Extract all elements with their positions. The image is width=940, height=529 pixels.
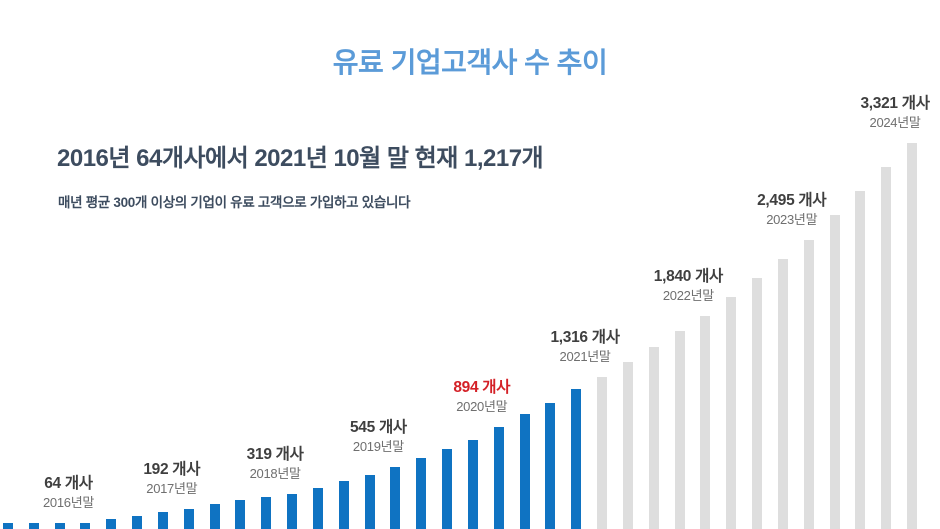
annotation-2018년말: 319 개사 2018년말: [190, 445, 360, 483]
annotation-2023년말: 2,495 개사 2023년말: [707, 191, 877, 229]
bar-2023-q1: [726, 296, 737, 529]
bar-2017-q1: [106, 519, 117, 529]
bar-2018-q2: [235, 500, 246, 529]
bar-2017-q4: [183, 508, 194, 529]
annotation-2020년말: 894 개사 2020년말: [397, 378, 567, 416]
bar-2020-q2: [442, 449, 453, 529]
bar-2024-q2: [855, 191, 866, 529]
bar-2019-q1: [312, 487, 323, 529]
bar-2017-q2: [132, 515, 143, 529]
bar-2016-q2: [28, 523, 39, 529]
bar-2024-q3: [881, 167, 892, 529]
annotation-value-label: 64 개사: [44, 475, 93, 492]
bar-2022-q1: [622, 361, 633, 529]
bar-2016-q3: [54, 523, 65, 529]
bar-2021-q1: [519, 414, 530, 529]
subheadline: 매년 평균 300개 이상의 기업이 유료 고객으로 가입하고 있습니다: [58, 195, 411, 210]
annotation-year-label: 2023년말: [766, 211, 818, 227]
annotation-year-label: 2024년말: [869, 115, 921, 131]
headline: 2016년 64개사에서 2021년 10월 말 현재 1,217개: [57, 145, 544, 172]
annotation-year-label: 2016년말: [42, 495, 95, 510]
annotation-value-label: 192 개사: [143, 460, 201, 478]
bar-2022-q3: [674, 331, 685, 529]
annotation-2022년말: 1,840 개사 2022년말: [603, 267, 773, 305]
bar-2019-q4: [390, 467, 401, 529]
bar-2020-q1: [416, 458, 427, 529]
bar-2024-q1: [829, 215, 840, 529]
bar-2022-q2: [648, 346, 659, 529]
annotation-value-label: 1,316 개사: [550, 329, 620, 347]
bar-2023-q3: [777, 258, 788, 529]
bar-2022-q4: [700, 316, 711, 529]
bar-2023-q2: [752, 277, 763, 529]
bar-2018-q3: [261, 497, 272, 529]
bar-2021-q3: [571, 388, 582, 529]
annotation-2017년말: 192 개사 2017년말: [87, 460, 257, 498]
annotation-2024년말: 3,321 개사 2024년말: [810, 94, 940, 132]
bar-2020-q3: [467, 439, 478, 529]
annotation-2016년말: 64 개사 2016년말: [0, 474, 154, 512]
bar-2016-q4: [80, 523, 91, 529]
annotation-year-label: 2020년말: [456, 398, 508, 414]
bar-2016-q1: [3, 523, 13, 529]
annotation-year-label: 2021년말: [559, 349, 611, 365]
annotation-value-label: 894 개사: [453, 378, 511, 396]
annotation-year-label: 2019년말: [352, 439, 404, 455]
page-title: 유료 기업고객사 수 추이: [332, 47, 608, 78]
bar-2018-q1: [209, 503, 220, 529]
bar-2017-q3: [157, 512, 168, 529]
annotation-value-label: 545 개사: [349, 419, 407, 437]
annotation-2019년말: 545 개사 2019년말: [293, 418, 463, 456]
bar-2018-q4: [287, 493, 298, 529]
annotation-year-label: 2017년말: [146, 480, 198, 496]
bar-2021-q4: [597, 377, 608, 529]
annotation-year-label: 2018년말: [249, 465, 301, 481]
bar-2020-q4: [493, 426, 504, 529]
annotation-2021년말: 1,316 개사 2021년말: [500, 328, 670, 366]
bar-2019-q2: [338, 481, 349, 529]
bar-2024-q4: [907, 143, 918, 529]
annotation-value-label: 3,321 개사: [860, 95, 930, 113]
annotation-value-label: 319 개사: [246, 445, 304, 463]
bar-2023-q4: [803, 239, 814, 529]
annotation-year-label: 2022년말: [662, 288, 714, 304]
bar-2021-q2: [545, 402, 556, 529]
annotation-value-label: 2,495 개사: [757, 191, 827, 209]
annotation-value-label: 1,840 개사: [653, 268, 724, 286]
bar-2019-q3: [364, 474, 375, 529]
